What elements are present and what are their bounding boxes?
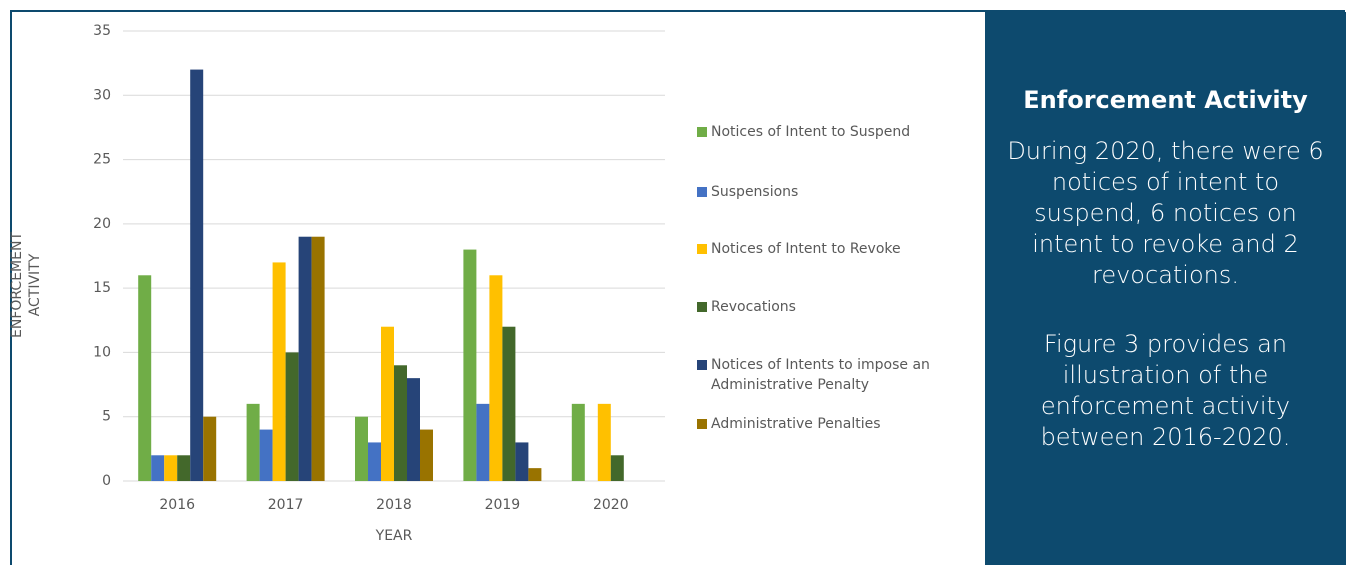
legend-item: Administrative Penalties: [697, 414, 972, 434]
bar: [489, 275, 503, 481]
bar: [203, 416, 217, 481]
bar: [272, 262, 286, 481]
y-tick-label: 20: [93, 216, 111, 232]
legend-label: Administrative Penalties: [711, 416, 881, 432]
bar: [571, 403, 585, 481]
bar: [151, 455, 165, 481]
bar: [463, 249, 477, 481]
bar: [502, 326, 516, 481]
x-tick-label: 2017: [268, 497, 304, 513]
y-tick-label: 25: [93, 152, 111, 168]
bar: [407, 378, 420, 481]
y-tick-label: 0: [102, 473, 111, 489]
legend-label: Notices of Intent to Suspend: [711, 124, 911, 140]
legend-swatch: [697, 244, 707, 254]
bar: [597, 403, 611, 481]
bar: [420, 429, 433, 481]
legend-swatch: [697, 419, 707, 429]
y-tick-label: 35: [93, 23, 111, 39]
bar: [381, 326, 394, 481]
legend-label: Revocations: [711, 299, 796, 315]
bar: [311, 236, 325, 481]
legend-label: Suspensions: [711, 184, 799, 200]
legend-label: Notices of Intents to impose an Administ…: [711, 357, 930, 393]
legend-swatch: [697, 127, 707, 137]
bar: [368, 442, 381, 481]
legend-swatch: [697, 360, 707, 370]
bar: [246, 403, 260, 481]
y-axis-title: ENFORCEMENT ACTIVITY: [9, 232, 43, 338]
panel-title: Enforcement Activity: [1023, 86, 1308, 114]
bar: [190, 69, 204, 482]
legend-label: Notices of Intent to Revoke: [711, 241, 901, 257]
legend-swatch: [697, 187, 707, 197]
x-tick-label: 2018: [376, 497, 412, 513]
bar: [285, 352, 299, 481]
x-tick-label: 2019: [485, 497, 521, 513]
panel-paragraph: Figure 3 provides an illustration of the…: [1040, 330, 1291, 451]
legend-item: Notices of Intents to impose an Administ…: [697, 355, 972, 395]
bar: [394, 365, 407, 481]
bar: [138, 275, 152, 481]
legend-item: Revocations: [697, 297, 972, 317]
bar: [177, 455, 191, 481]
bar: [610, 455, 624, 481]
bar: [515, 442, 529, 481]
y-tick-label: 15: [93, 280, 111, 296]
legend-item: Notices of Intent to Revoke: [697, 239, 972, 259]
x-tick-label: 2016: [159, 497, 195, 513]
info-panel: Enforcement Activity During 2020, there …: [985, 12, 1346, 565]
y-tick-label: 5: [102, 409, 111, 425]
chart: YEAR 0 5 10 15 20 25 30 35 2016 2017 2018 2019 2020: [93, 23, 665, 544]
bar: [528, 468, 542, 481]
bar: [164, 455, 178, 481]
bar: [298, 236, 312, 481]
y-tick-label: 30: [93, 87, 111, 103]
bar: [476, 403, 490, 481]
bar: [355, 416, 368, 481]
x-axis-title: YEAR: [375, 528, 413, 544]
legend-swatch: [697, 302, 707, 312]
panel-paragraph: During 2020, there were 6 notices of int…: [1007, 137, 1324, 289]
bar: [259, 429, 273, 481]
x-tick-label: 2020: [593, 497, 629, 513]
y-tick-label: 10: [93, 344, 111, 360]
legend-item: Suspensions: [697, 182, 972, 202]
legend-item: Notices of Intent to Suspend: [697, 122, 972, 142]
